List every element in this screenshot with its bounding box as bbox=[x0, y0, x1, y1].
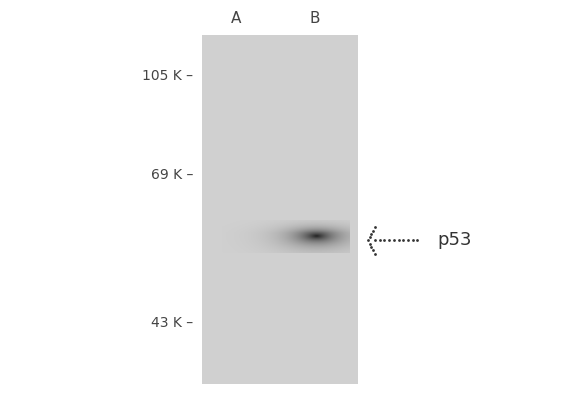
Text: 105 K –: 105 K – bbox=[142, 69, 193, 83]
Bar bbox=[202, 35, 358, 384]
Text: p53: p53 bbox=[437, 231, 472, 249]
Text: 43 K –: 43 K – bbox=[151, 316, 193, 330]
Text: B: B bbox=[310, 11, 320, 26]
Text: A: A bbox=[231, 11, 241, 26]
Text: 69 K –: 69 K – bbox=[151, 168, 193, 182]
